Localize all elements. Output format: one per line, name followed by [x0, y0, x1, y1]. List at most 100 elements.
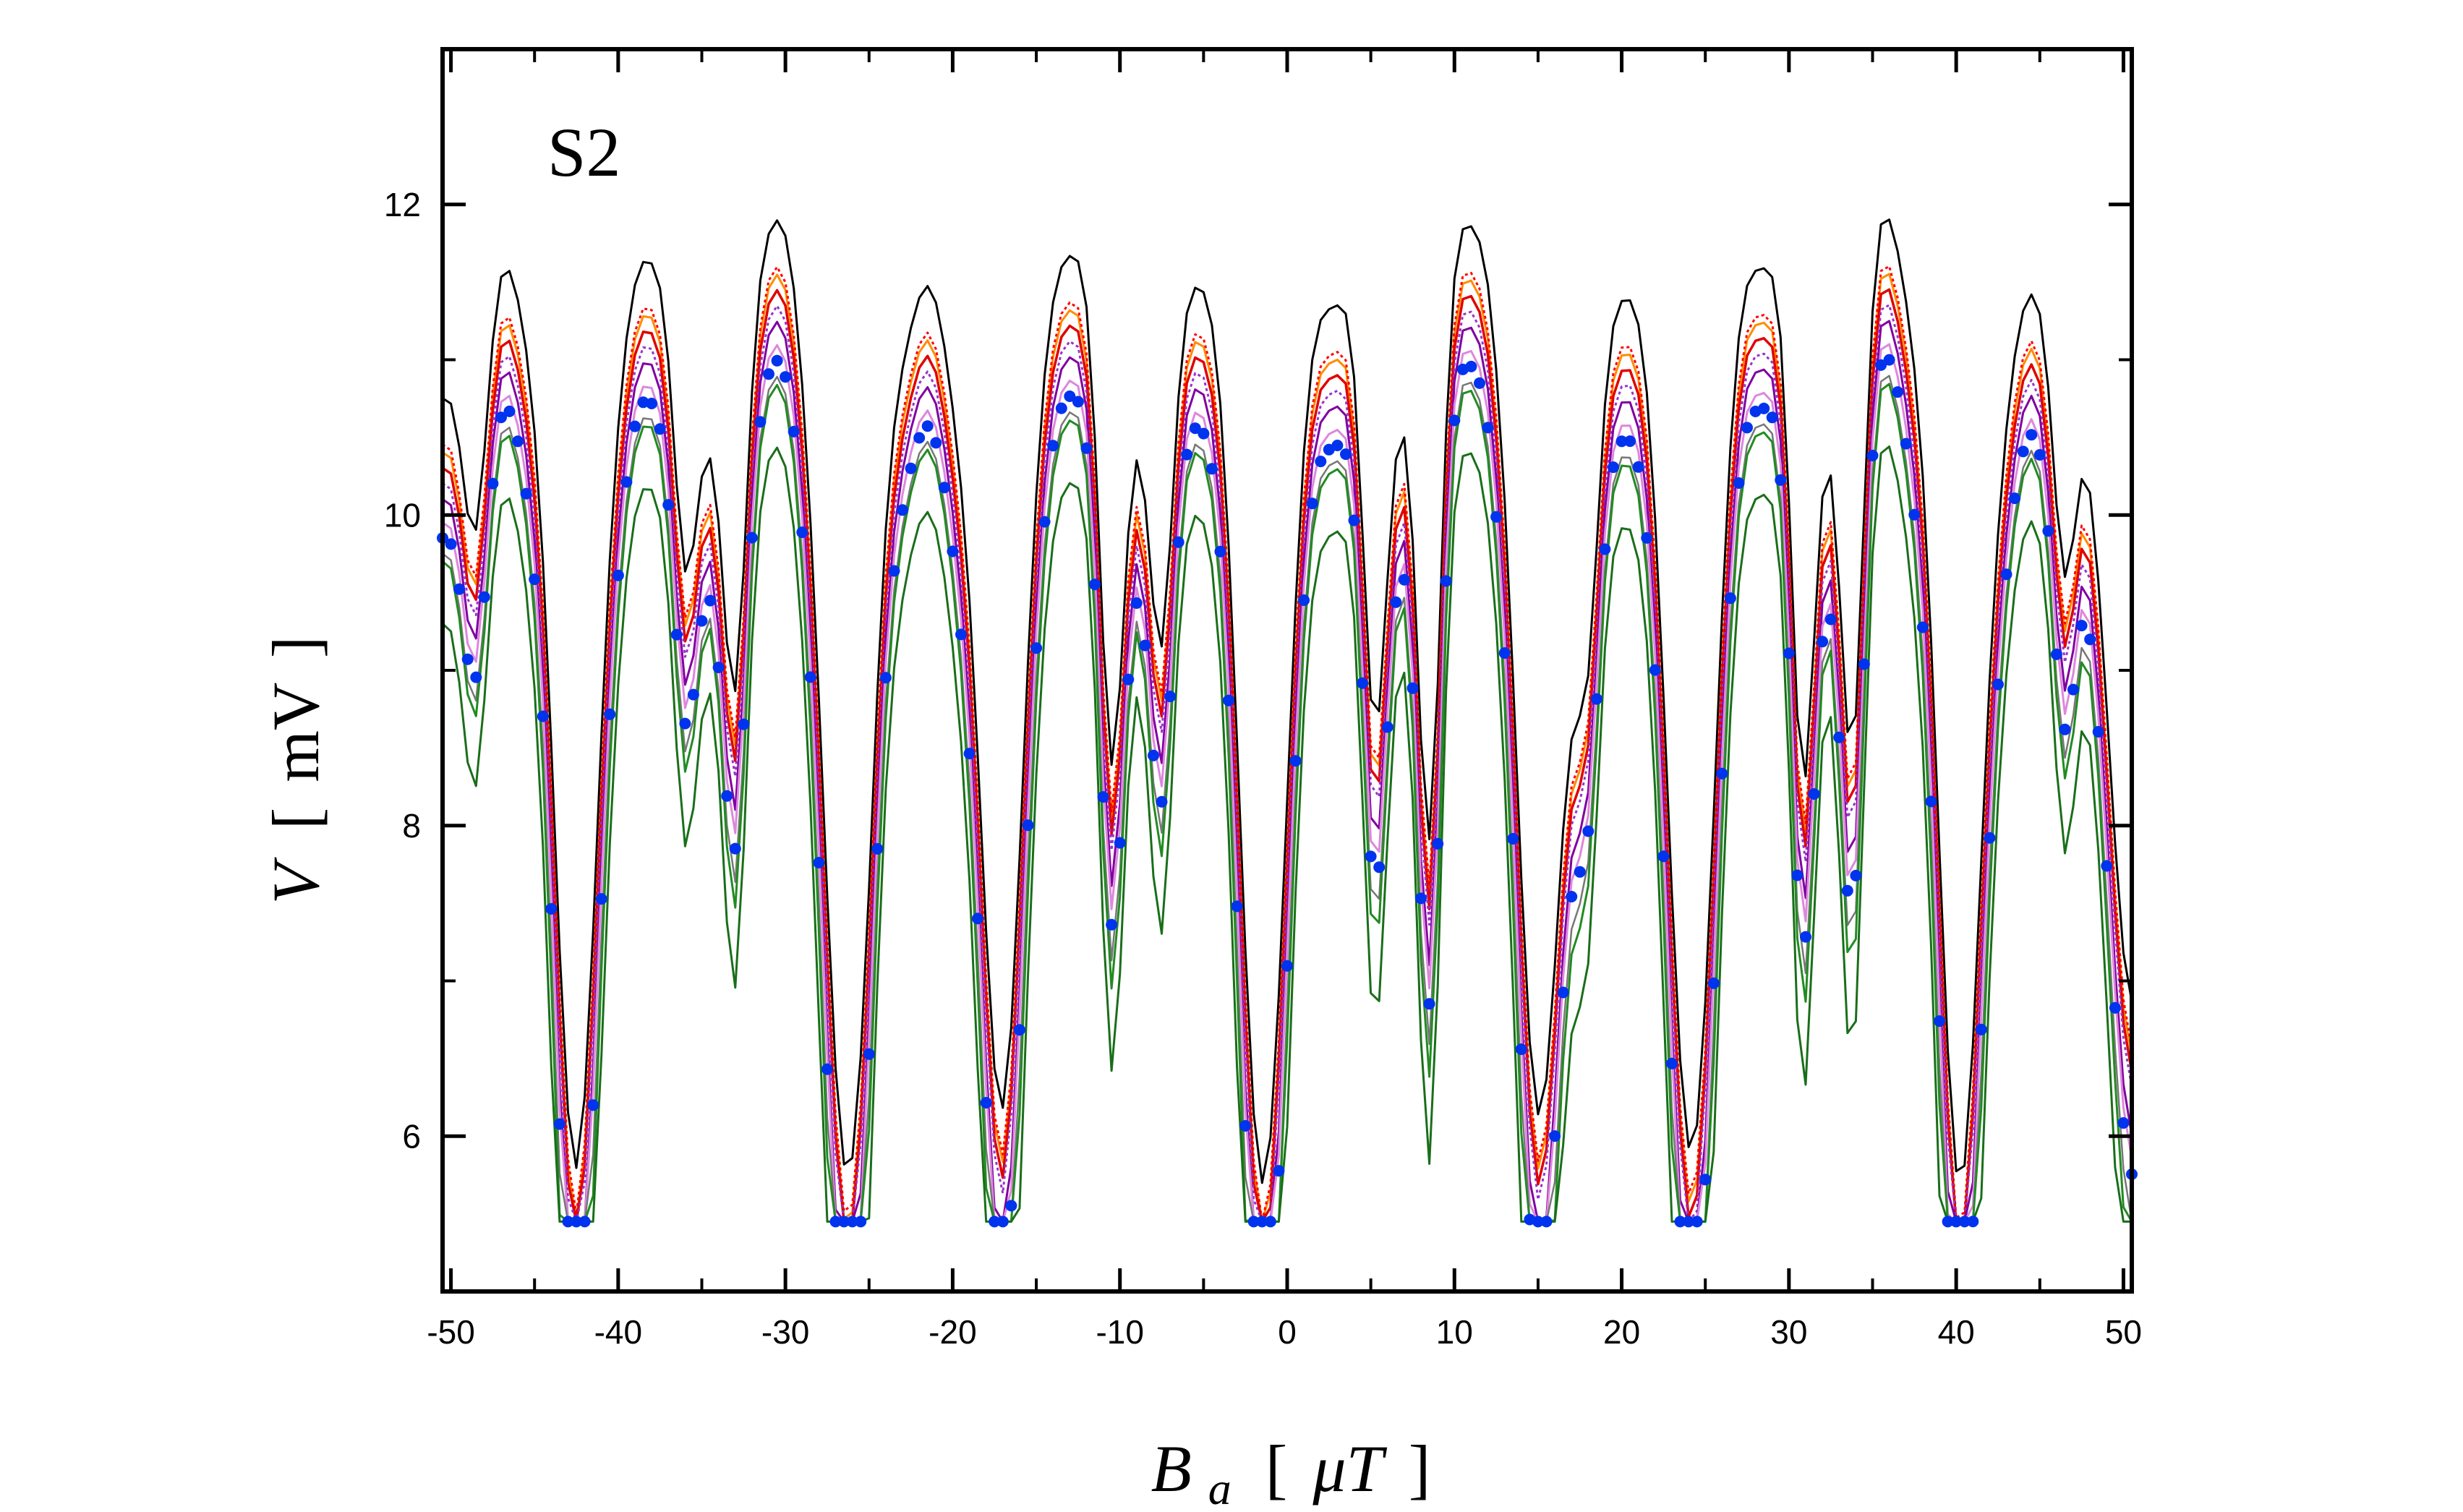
- data-point-curve-11: [913, 432, 926, 444]
- data-point-curve-11: [1641, 531, 1653, 544]
- data-point-curve-11: [1038, 516, 1051, 528]
- data-point-curve-11: [1632, 461, 1644, 473]
- data-point-curve-11: [704, 594, 717, 607]
- data-point-curve-11: [821, 1063, 833, 1075]
- data-point-curve-11: [1047, 440, 1059, 452]
- data-point-curve-11: [1072, 396, 1084, 408]
- data-point-curve-11: [1022, 819, 1034, 832]
- data-point-curve-11: [989, 1216, 1001, 1228]
- data-point-curve-11: [1967, 1216, 1979, 1228]
- data-point-curve-11: [1172, 536, 1184, 548]
- data-point-curve-11: [1582, 825, 1595, 837]
- data-point-curve-11: [553, 1118, 565, 1130]
- data-point-curve-11: [754, 416, 767, 428]
- data-point-curve-11: [780, 371, 792, 383]
- data-point-curve-11: [1841, 884, 1853, 897]
- data-point-curve-11: [1139, 639, 1151, 652]
- data-point-curve-11: [712, 662, 725, 673]
- data-point-curve-11: [1817, 636, 1829, 648]
- y-axis-symbol: V: [259, 856, 333, 904]
- data-point-curve-11: [1916, 621, 1929, 633]
- data-point-curve-11: [1164, 691, 1177, 703]
- data-point-curve-11: [512, 435, 524, 448]
- x-tick-label: 20: [1603, 1313, 1640, 1351]
- data-point-curve-11: [1934, 1015, 1945, 1028]
- data-point-curve-11: [1824, 613, 1837, 625]
- data-point-curve-11: [562, 1216, 574, 1228]
- data-point-curve-11: [696, 615, 708, 627]
- data-point-curve-11: [1624, 435, 1636, 448]
- data-point-curve-11: [1005, 1200, 1017, 1212]
- data-point-curve-11: [813, 857, 825, 868]
- data-point-curve-11: [2067, 683, 2079, 696]
- data-point-curve-11: [2017, 445, 2029, 458]
- data-point-curve-11: [1615, 435, 1628, 448]
- data-point-curve-11: [1013, 1024, 1025, 1036]
- data-point-curve-11: [453, 583, 466, 595]
- x-axis-bracket-close: ]: [1409, 1432, 1431, 1505]
- data-point-curve-11: [1298, 594, 1310, 606]
- data-point-curve-11: [1783, 647, 1795, 659]
- data-point-curve-11: [503, 405, 516, 417]
- data-point-curve-11: [1908, 508, 1921, 521]
- data-point-curve-11: [1080, 442, 1093, 454]
- data-point-curve-11: [2009, 492, 2021, 505]
- data-point-curve-11: [1030, 642, 1043, 654]
- data-point-curve-11: [520, 487, 532, 500]
- data-point-curve-11: [1156, 795, 1168, 808]
- data-point-curve-11: [579, 1216, 591, 1228]
- data-point-curve-11: [2026, 429, 2038, 441]
- data-point-curve-11: [1448, 414, 1461, 427]
- data-point-curve-11: [687, 688, 699, 701]
- series-line-curve-7: [442, 343, 2133, 1223]
- series-line-curve-1: [442, 218, 2133, 1184]
- x-axis-subscript: a: [1208, 1463, 1232, 1512]
- series-line-curve-8: [442, 375, 2133, 1223]
- data-point-curve-11: [1557, 986, 1569, 999]
- data-point-curve-11: [470, 671, 482, 683]
- data-point-curve-11: [2050, 648, 2062, 660]
- data-point-curve-11: [1766, 411, 1778, 424]
- data-point-curve-11: [1415, 892, 1427, 905]
- data-point-curve-11: [963, 748, 976, 760]
- data-point-curve-11: [938, 482, 950, 494]
- x-tick-label: 30: [1770, 1313, 1807, 1351]
- data-point-curve-11: [654, 423, 666, 435]
- data-point-curve-11: [1440, 575, 1452, 587]
- data-point-curve-11: [1900, 437, 1912, 450]
- x-tick-label: 50: [2105, 1313, 2142, 1351]
- data-point-curve-11: [1281, 960, 1293, 972]
- data-point-curve-11: [1699, 1174, 1712, 1186]
- data-point-curve-11: [1649, 664, 1661, 676]
- data-point-curve-11: [2092, 726, 2104, 738]
- data-point-curve-11: [670, 628, 683, 641]
- data-point-curve-11: [1089, 578, 1101, 591]
- data-point-curve-11: [1122, 673, 1135, 685]
- data-point-curve-11: [1390, 596, 1402, 608]
- data-point-curve-11: [1130, 597, 1143, 609]
- data-point-curve-11: [2000, 568, 2012, 581]
- data-point-curve-11: [595, 893, 607, 905]
- series-line-curve-10: [441, 445, 2132, 1223]
- data-point-curve-11: [495, 411, 507, 424]
- data-point-curve-11: [1883, 354, 1895, 366]
- data-point-curve-11: [1465, 360, 1477, 372]
- data-point-curve-11: [879, 672, 892, 684]
- data-point-curve-11: [1608, 461, 1619, 474]
- y-axis-unit: mV: [259, 683, 333, 782]
- data-point-curve-11: [829, 1216, 842, 1228]
- data-point-curve-11: [2042, 525, 2054, 537]
- data-point-curve-11: [1540, 1216, 1553, 1228]
- data-point-curve-11: [1791, 869, 1804, 881]
- data-point-curve-11: [1373, 861, 1386, 874]
- data-point-curve-11: [1482, 422, 1494, 434]
- data-point-curve-11: [1574, 866, 1586, 878]
- data-point-curve-11: [1716, 767, 1728, 780]
- data-point-curve-11: [1657, 850, 1670, 863]
- labels-layer: S2 V [ mV ] B a [ μT ]: [259, 114, 1430, 1512]
- data-point-curve-11: [1264, 1216, 1276, 1228]
- data-point-curve-11: [2075, 620, 2088, 632]
- data-point-curve-11: [729, 842, 741, 855]
- data-point-curve-11: [1858, 658, 1870, 670]
- data-point-curve-11: [1707, 977, 1720, 989]
